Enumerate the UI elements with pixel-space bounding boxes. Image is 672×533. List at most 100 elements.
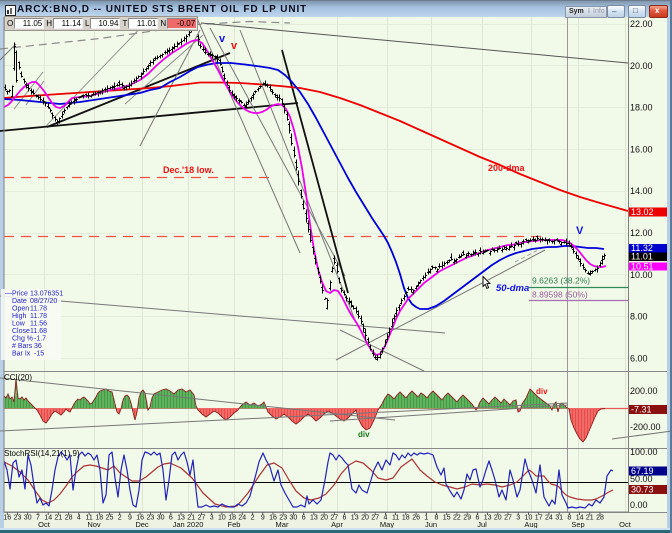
svg-text:Jul: Jul	[477, 520, 487, 529]
svg-text:CCI(20): CCI(20)	[4, 373, 32, 382]
svg-text:# Bars: # Bars	[12, 343, 33, 350]
svg-text:67.19: 67.19	[631, 466, 654, 476]
svg-text:16.00: 16.00	[630, 144, 653, 154]
svg-text:29: 29	[463, 515, 471, 522]
svg-text:2: 2	[251, 515, 255, 522]
svg-text:16: 16	[3, 515, 11, 522]
svg-text:36: 36	[34, 343, 42, 350]
svg-text:13: 13	[177, 515, 185, 522]
svg-text:11.56: 11.56	[30, 321, 47, 328]
svg-text:10: 10	[218, 515, 226, 522]
svg-text:4: 4	[77, 515, 81, 522]
svg-text:200-dma: 200-dma	[488, 163, 526, 173]
svg-text:27: 27	[504, 515, 512, 522]
svg-text:15: 15	[443, 515, 451, 522]
svg-text:27: 27	[371, 515, 379, 522]
svg-text:0.00: 0.00	[630, 500, 648, 510]
svg-text:Oct: Oct	[619, 520, 632, 529]
svg-text:Aug: Aug	[524, 520, 537, 529]
svg-text:12.00: 12.00	[630, 228, 653, 238]
svg-text:11: 11	[392, 515, 399, 522]
svg-text:Mar: Mar	[276, 520, 289, 529]
svg-text:v: v	[219, 33, 226, 45]
svg-text:23: 23	[147, 515, 155, 522]
svg-text:-200.00: -200.00	[630, 422, 661, 432]
svg-text:08/27/20: 08/27/20	[30, 298, 57, 305]
svg-text:6: 6	[343, 515, 347, 522]
svg-text:21: 21	[187, 515, 195, 522]
svg-text:9: 9	[128, 515, 132, 522]
svg-text:8.89598 (50%): 8.89598 (50%)	[532, 290, 588, 300]
svg-text:27: 27	[330, 515, 338, 522]
svg-text:9.6263 (38.2%): 9.6263 (38.2%)	[532, 276, 590, 286]
svg-text:Open: Open	[12, 306, 29, 313]
svg-text:11.68: 11.68	[30, 328, 47, 335]
svg-text:10.51: 10.51	[631, 262, 654, 272]
svg-text:100.00: 100.00	[630, 447, 658, 457]
svg-text:Chg %: Chg %	[12, 336, 33, 343]
svg-text:v: v	[231, 40, 238, 52]
svg-text:30: 30	[24, 515, 32, 522]
svg-text:Jan 2020: Jan 2020	[173, 520, 204, 529]
svg-text:18: 18	[95, 515, 103, 522]
svg-text:28: 28	[596, 515, 604, 522]
svg-text:Dec.'18 low.: Dec.'18 low.	[163, 165, 214, 175]
svg-text:Feb: Feb	[228, 520, 241, 529]
svg-text:30: 30	[157, 515, 165, 522]
svg-text:16: 16	[269, 515, 277, 522]
svg-text:-15: -15	[34, 351, 44, 358]
svg-text:-7.31: -7.31	[631, 405, 652, 415]
svg-text:—: —	[5, 291, 12, 298]
svg-text:11.32: 11.32	[631, 243, 653, 253]
svg-text:Jun: Jun	[425, 520, 437, 529]
svg-text:Bar Ix: Bar Ix	[12, 351, 31, 358]
svg-text:26: 26	[412, 515, 420, 522]
svg-text:22: 22	[453, 515, 461, 522]
svg-text:24: 24	[545, 515, 553, 522]
svg-text:May: May	[380, 520, 394, 529]
svg-text:Low: Low	[12, 321, 26, 328]
svg-text:28: 28	[65, 515, 73, 522]
svg-text:14: 14	[44, 515, 52, 522]
svg-text:23: 23	[14, 515, 22, 522]
svg-text:div: div	[358, 430, 370, 439]
svg-text:13.02: 13.02	[631, 207, 654, 217]
svg-text:4: 4	[383, 515, 387, 522]
svg-text:31: 31	[555, 515, 563, 522]
svg-text:20.00: 20.00	[630, 61, 653, 71]
svg-text:18: 18	[228, 515, 236, 522]
svg-text:20: 20	[361, 515, 369, 522]
svg-text:Apr: Apr	[331, 520, 343, 529]
svg-text:50.00: 50.00	[630, 474, 653, 484]
svg-text:30.73: 30.73	[631, 485, 654, 495]
svg-text:10: 10	[525, 515, 533, 522]
svg-text:27: 27	[198, 515, 206, 522]
svg-text:Sep: Sep	[571, 520, 584, 529]
svg-text:11: 11	[85, 515, 92, 522]
svg-text:20: 20	[494, 515, 502, 522]
svg-text:11.01: 11.01	[631, 252, 653, 262]
svg-text:11.78: 11.78	[30, 313, 47, 320]
svg-text:18.00: 18.00	[630, 103, 653, 113]
svg-text:11.78: 11.78	[30, 306, 47, 313]
svg-text:6: 6	[169, 515, 173, 522]
svg-text:21: 21	[55, 515, 63, 522]
svg-text:8: 8	[435, 515, 439, 522]
svg-text:div: div	[536, 387, 548, 396]
svg-text:7: 7	[36, 515, 40, 522]
svg-text:Nov: Nov	[87, 520, 101, 529]
svg-text:9: 9	[261, 515, 265, 522]
svg-text:Dec: Dec	[135, 520, 149, 529]
svg-text:Date: Date	[12, 298, 27, 305]
svg-text:10.00: 10.00	[630, 270, 653, 280]
svg-text:30: 30	[290, 515, 298, 522]
svg-text:8.00: 8.00	[630, 312, 648, 322]
svg-text:50-dma: 50-dma	[496, 283, 529, 294]
svg-text:Close: Close	[12, 328, 30, 335]
svg-text:14.00: 14.00	[630, 186, 653, 196]
svg-text:1: 1	[424, 515, 428, 522]
svg-text:13.076351: 13.076351	[30, 291, 63, 298]
svg-text:200.00: 200.00	[630, 386, 658, 396]
svg-text:13: 13	[351, 515, 359, 522]
svg-text:8: 8	[567, 515, 571, 522]
